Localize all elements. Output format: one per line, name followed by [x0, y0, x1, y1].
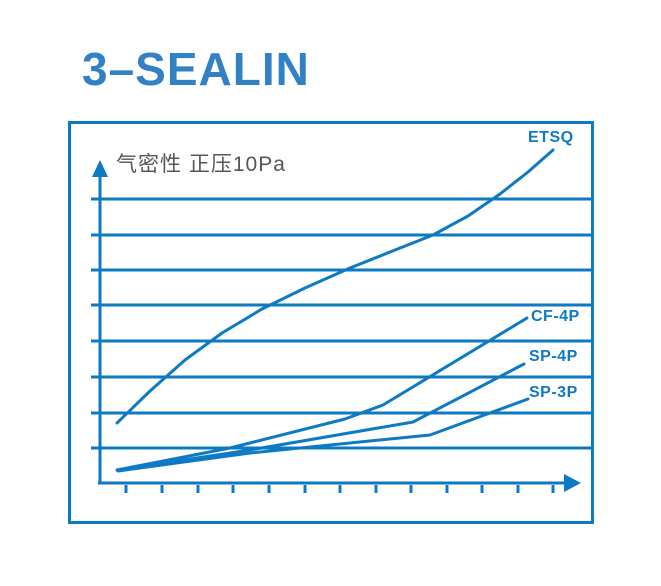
figure-title: 3–SEALIN: [82, 43, 310, 95]
series-label-sp-3p: SP-3P: [529, 384, 578, 401]
y-axis-arrow-icon: [92, 160, 108, 177]
chart-frame: [68, 121, 594, 524]
chart-subtitle: 气密性 正压10Pa: [116, 153, 286, 176]
series-lines: [115, 148, 555, 473]
series-line-etsq: [115, 148, 555, 425]
series-line-cf-4p: [115, 316, 529, 472]
series-label-etsq: ETSQ: [528, 129, 574, 146]
series-label-cf-4p: CF-4P: [531, 308, 580, 325]
series-label-sp-4p: SP-4P: [529, 348, 578, 365]
gridlines: [91, 197, 592, 450]
axes: [92, 160, 581, 493]
series-line-sp-4p: [115, 362, 526, 472]
series-line-sp-3p: [116, 397, 530, 473]
x-axis-arrow-icon: [564, 474, 581, 492]
